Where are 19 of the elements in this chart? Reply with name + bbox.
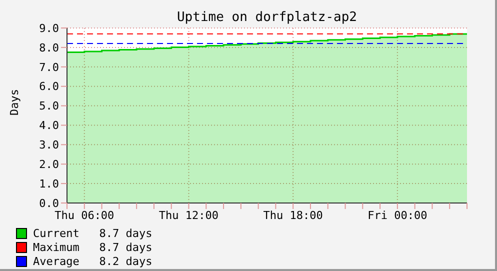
y-tick-label: 5.0 [39, 100, 59, 113]
y-tick-label: 4.0 [39, 119, 59, 132]
y-tick-label: 6.0 [39, 80, 59, 94]
chart-title: Uptime on dorfplatz-ap2 [176, 10, 358, 25]
legend-label: Average 8.2 days [33, 254, 152, 268]
x-tick-label: Thu 06:00 [54, 208, 114, 222]
y-tick-label: 1.0 [39, 177, 59, 190]
y-tick-label: 8.0 [39, 41, 59, 54]
legend-label: Maximum 8.7 days [33, 240, 152, 254]
legend-label: Current 8.7 days [33, 226, 152, 240]
y-tick-label: 2.0 [39, 158, 59, 172]
y-axis-title: Days [8, 89, 21, 116]
y-tick-label: 0.0 [39, 196, 59, 210]
x-tick-label: Fri 00:00 [368, 208, 428, 222]
y-tick-label: 3.0 [39, 138, 59, 152]
x-tick-label: Thu 18:00 [263, 208, 323, 222]
y-tick-label: 7.0 [39, 60, 59, 74]
x-tick-label: Thu 12:00 [158, 208, 219, 222]
y-tick-label: 9.0 [39, 22, 59, 35]
